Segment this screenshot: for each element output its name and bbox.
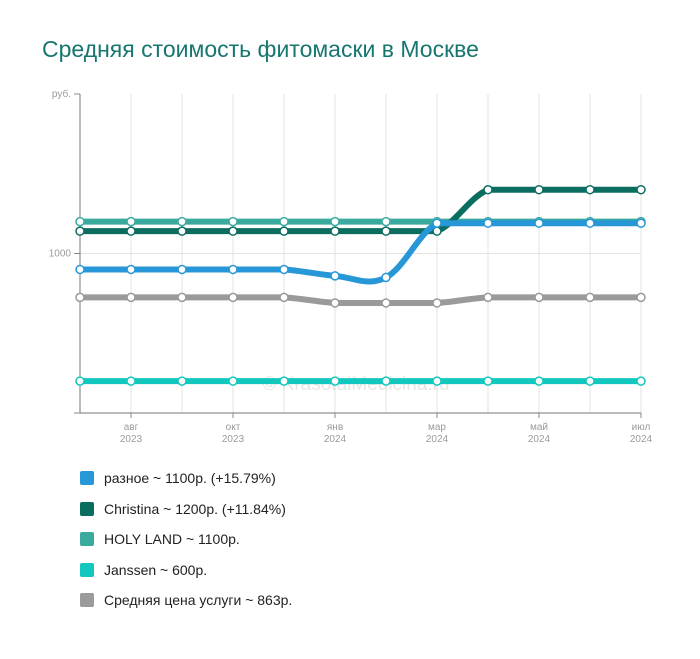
- x-tick-label: 2023: [222, 434, 245, 445]
- data-point: [483, 184, 493, 195]
- data-point: [177, 376, 187, 386]
- data-point: [330, 298, 340, 308]
- data-point: [432, 218, 442, 228]
- data-point: [177, 216, 187, 227]
- data-point: [636, 184, 646, 195]
- data-point: [330, 226, 340, 236]
- data-point: [228, 292, 238, 303]
- data-point: [585, 292, 595, 303]
- data-point: [126, 216, 136, 227]
- data-point: [279, 226, 289, 236]
- x-tick-label: 2023: [120, 434, 143, 445]
- line-chart: 1000руб.авг2023окт2023янв2024мар2024май2…: [49, 88, 653, 445]
- legend-swatch: [80, 593, 94, 608]
- data-point: [228, 376, 238, 386]
- legend-label: разное ~ 1100р. (+15.79%): [104, 470, 276, 487]
- data-point: [534, 292, 544, 303]
- data-point: [483, 376, 493, 386]
- data-point: [75, 264, 85, 275]
- data-point: [279, 216, 289, 227]
- x-tick-label: 2024: [324, 434, 347, 445]
- legend-swatch: [80, 532, 94, 547]
- x-tick-label: 2024: [426, 434, 449, 445]
- x-tick-label: авг: [124, 422, 139, 433]
- x-tick-label: окт: [226, 422, 241, 433]
- legend-label: Christina ~ 1200р. (+11.84%): [104, 500, 286, 517]
- y-unit-label: руб.: [52, 88, 71, 100]
- data-point: [228, 264, 238, 275]
- data-point: [381, 376, 391, 386]
- legend-swatch: [80, 562, 94, 577]
- data-point: [636, 218, 646, 228]
- data-point: [279, 264, 289, 275]
- legend-item[interactable]: HOLY LAND ~ 1100р.: [80, 524, 292, 555]
- x-tick-label: июл: [632, 422, 651, 433]
- x-tick-label: мар: [428, 422, 446, 433]
- legend-item[interactable]: разное ~ 1100р. (+15.79%): [80, 463, 292, 494]
- data-point: [177, 292, 187, 303]
- x-tick-label: 2024: [630, 434, 653, 445]
- data-point: [330, 376, 340, 386]
- data-point: [483, 218, 493, 228]
- data-point: [585, 184, 595, 195]
- legend-item[interactable]: Janssen ~ 600р.: [80, 555, 292, 586]
- data-point: [177, 226, 187, 236]
- legend-swatch: [80, 501, 94, 516]
- data-point: [228, 216, 238, 227]
- chart-title: Средняя стоимость фитомаски в Москве: [42, 36, 479, 62]
- data-point: [585, 218, 595, 228]
- data-point: [381, 226, 391, 236]
- data-point: [534, 184, 544, 195]
- data-point: [381, 272, 391, 283]
- data-point: [228, 226, 238, 236]
- data-point: [126, 264, 136, 275]
- y-tick-label: 1000: [49, 249, 72, 260]
- legend-item[interactable]: Christina ~ 1200р. (+11.84%): [80, 494, 292, 525]
- data-point: [75, 292, 85, 303]
- data-point: [432, 376, 442, 386]
- legend-swatch: [80, 471, 94, 486]
- data-point: [483, 292, 493, 303]
- data-point: [126, 226, 136, 236]
- data-point: [585, 376, 595, 386]
- series-line: [77, 294, 644, 306]
- data-point: [534, 376, 544, 386]
- data-point: [330, 216, 340, 227]
- x-tick-label: май: [530, 422, 548, 433]
- data-point: [534, 218, 544, 228]
- data-point: [636, 292, 646, 303]
- watermark: © KrasotaiMedicina.ru: [262, 374, 449, 395]
- x-tick-label: янв: [327, 422, 343, 433]
- data-point: [126, 376, 136, 386]
- data-point: [279, 292, 289, 303]
- data-point: [381, 298, 391, 308]
- legend-label: Janssen ~ 600р.: [104, 561, 208, 578]
- x-tick-label: 2024: [528, 434, 551, 445]
- data-point: [126, 292, 136, 303]
- data-point: [330, 271, 340, 281]
- legend-label: HOLY LAND ~ 1100р.: [104, 531, 240, 548]
- data-point: [279, 376, 289, 386]
- data-point: [75, 216, 85, 227]
- data-point: [75, 376, 85, 386]
- data-point: [636, 376, 646, 386]
- legend-item[interactable]: Средняя цена услуги ~ 863р.: [80, 585, 292, 616]
- data-point: [177, 264, 187, 275]
- data-point: [75, 226, 85, 236]
- data-point: [432, 298, 442, 308]
- data-point: [381, 216, 391, 227]
- legend-label: Средняя цена услуги ~ 863р.: [104, 592, 293, 609]
- legend: разное ~ 1100р. (+15.79%) Christina ~ 12…: [80, 463, 292, 616]
